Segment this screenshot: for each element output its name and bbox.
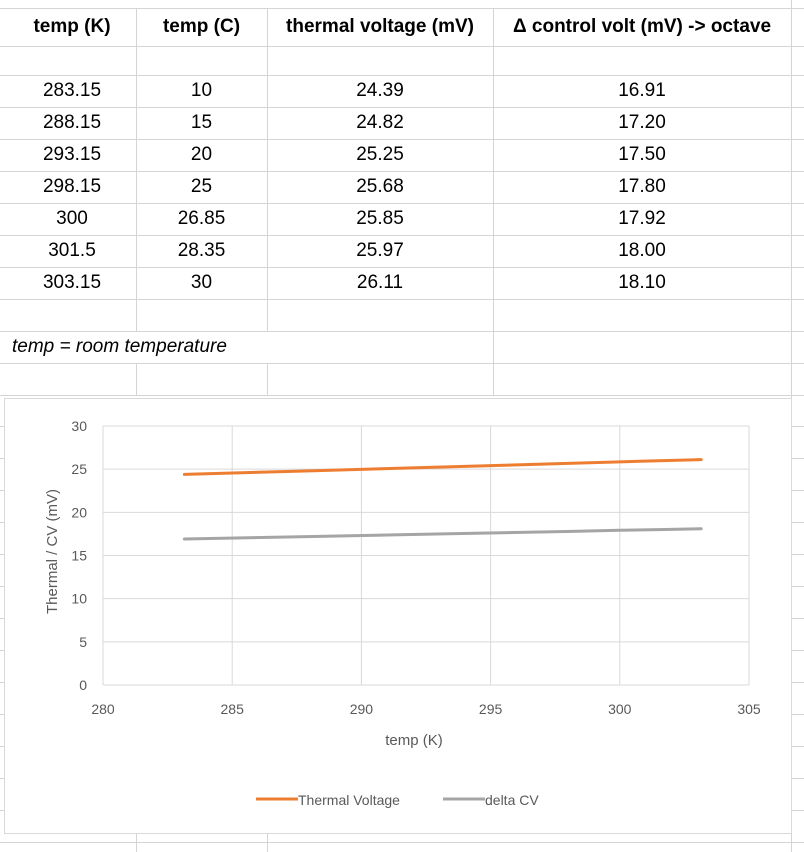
x-tick-label: 305	[737, 701, 761, 717]
table-cell[interactable]: 25.25	[356, 144, 404, 165]
table-cell[interactable]: 24.82	[356, 112, 404, 133]
table-cell[interactable]: 30	[190, 272, 213, 293]
header-thermal-voltage[interactable]: thermal voltage (mV)	[286, 16, 474, 37]
x-tick-label: 300	[608, 701, 632, 717]
x-tick-label: 280	[91, 701, 115, 717]
table-cell[interactable]: 26.85	[177, 208, 226, 229]
table-cell[interactable]: 24.39	[356, 80, 404, 101]
note-cell[interactable]: temp = room temperature	[12, 336, 227, 357]
table-cell[interactable]: 18.00	[618, 240, 666, 261]
table-cell[interactable]: 283.15	[42, 80, 102, 101]
x-axis-label: temp (K)	[385, 732, 443, 749]
x-tick-label: 295	[479, 701, 503, 717]
table-cell[interactable]: 17.50	[618, 144, 666, 165]
y-tick-label: 15	[71, 548, 87, 564]
table-cell[interactable]: 28.35	[177, 240, 226, 261]
table-cell[interactable]: 15	[190, 112, 213, 133]
table-cell[interactable]: 288.15	[42, 112, 102, 133]
header-delta-control-volt[interactable]: Δ control volt (mV) -> octave	[512, 16, 772, 37]
table-cell[interactable]: 17.92	[618, 208, 666, 229]
table-cell[interactable]: 20	[190, 144, 213, 165]
table-cell[interactable]: 300	[56, 208, 88, 229]
y-tick-label: 25	[71, 461, 87, 477]
y-tick-label: 10	[71, 591, 87, 607]
table-cell[interactable]: 25	[190, 176, 213, 197]
line-chart: 0 5 10 15 20 25 30 280 285 290 295 300 305 temp (K) Th…	[44, 418, 761, 808]
legend-label: delta CV	[485, 792, 539, 808]
header-temp-c[interactable]: temp (C)	[162, 16, 241, 37]
table-cell[interactable]: 16.91	[618, 80, 666, 101]
chart-panel[interactable]: 0 5 10 15 20 25 30 280 285 290 295 300 305 temp (K) Th…	[4, 398, 792, 834]
series-line	[182, 527, 703, 541]
table-cell[interactable]: 25.97	[356, 240, 404, 261]
table-cell[interactable]: 303.15	[42, 272, 102, 293]
table-cell[interactable]: 17.20	[618, 112, 666, 133]
y-axis-label: Thermal / CV (mV)	[44, 489, 61, 614]
table-cell[interactable]: 18.10	[618, 272, 666, 293]
table-cell[interactable]: 298.15	[42, 176, 102, 197]
table-cell[interactable]: 301.5	[48, 240, 96, 261]
y-tick-label: 5	[79, 634, 87, 650]
table-cell[interactable]: 25.68	[356, 176, 404, 197]
table-cell[interactable]: 10	[190, 80, 213, 101]
legend-label: Thermal Voltage	[298, 792, 400, 808]
x-tick-label: 285	[221, 701, 245, 717]
table-cell[interactable]: 26.11	[356, 272, 404, 293]
y-tick-label: 30	[71, 418, 87, 434]
table-cell[interactable]: 25.85	[356, 208, 404, 229]
y-tick-label: 20	[71, 504, 87, 520]
header-temp-k[interactable]: temp (K)	[33, 16, 111, 37]
x-tick-label: 290	[350, 701, 374, 717]
table-cell[interactable]: 293.15	[42, 144, 102, 165]
series-line	[182, 458, 703, 476]
y-tick-label: 0	[79, 677, 87, 693]
table-cell[interactable]: 17.80	[618, 176, 666, 197]
